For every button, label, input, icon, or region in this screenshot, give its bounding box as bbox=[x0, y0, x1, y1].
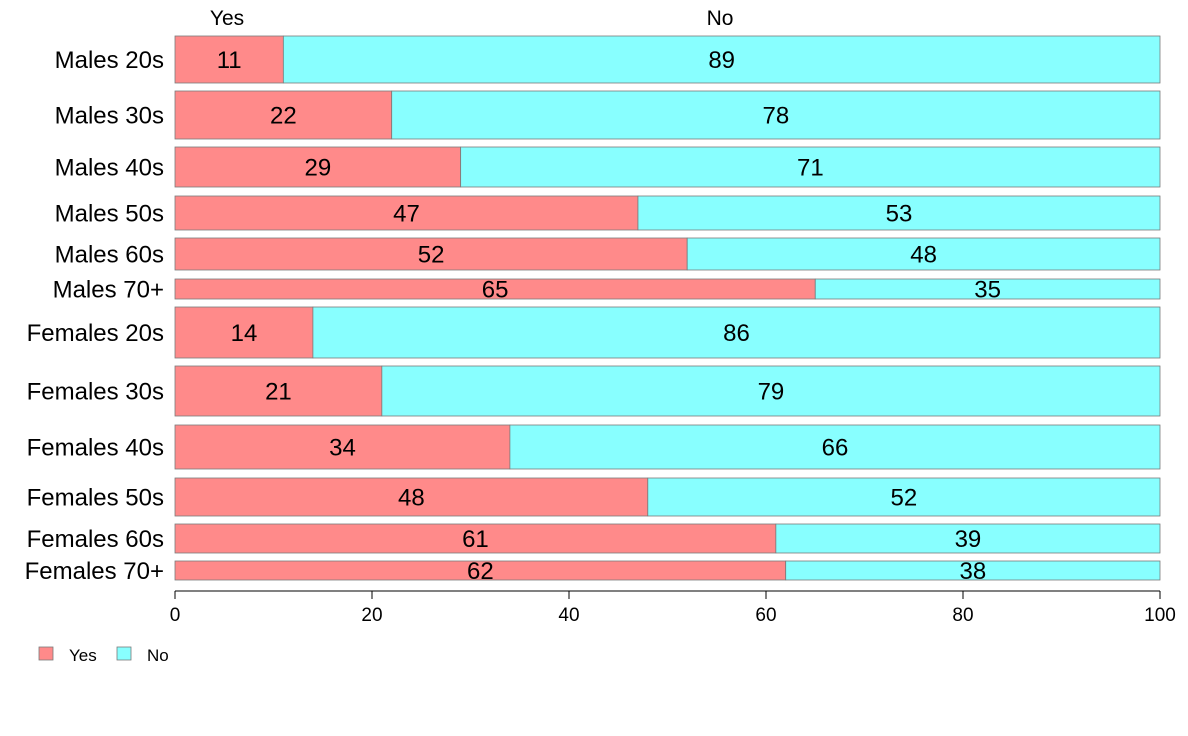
data-label-no-males-20s: 89 bbox=[708, 47, 735, 74]
legend-label-yes: Yes bbox=[69, 646, 97, 665]
x-tick-label-80: 80 bbox=[952, 605, 973, 626]
category-label-females-20s: Females 20s bbox=[27, 320, 164, 347]
data-label-yes-females-70plus: 62 bbox=[467, 558, 494, 585]
bar-no-males-60s bbox=[686, 237, 1161, 271]
x-tick-label-60: 60 bbox=[755, 605, 776, 626]
data-label-no-females-40s: 66 bbox=[822, 435, 849, 462]
bar-no-males-40s bbox=[460, 146, 1161, 188]
data-label-yes-males-40s: 29 bbox=[304, 155, 331, 182]
category-label-males-30s: Males 30s bbox=[55, 103, 164, 130]
data-label-no-females-70plus: 38 bbox=[959, 558, 986, 585]
category-label-males-40s: Males 40s bbox=[55, 155, 164, 182]
bar-yes-females-50s bbox=[174, 477, 649, 517]
category-label-females-40s: Females 40s bbox=[27, 435, 164, 462]
data-label-no-males-50s: 53 bbox=[886, 201, 913, 228]
x-tick-label-20: 20 bbox=[361, 605, 382, 626]
data-label-no-males-30s: 78 bbox=[762, 103, 789, 130]
bar-no-females-50s bbox=[647, 477, 1161, 517]
x-tick-label-0: 0 bbox=[170, 605, 181, 626]
bar-no-males-50s bbox=[637, 195, 1161, 231]
top-label-yes: Yes bbox=[210, 7, 244, 30]
bar-no-males-30s bbox=[391, 90, 1161, 140]
x-axis: 0 20 40 60 80 100 bbox=[170, 590, 1176, 626]
bar-no-females-40s bbox=[509, 424, 1161, 470]
bar-no-females-60s bbox=[775, 523, 1161, 554]
top-labels: Yes No bbox=[210, 7, 734, 30]
category-label-males-70plus: Males 70+ bbox=[53, 277, 164, 304]
data-label-no-males-60s: 48 bbox=[910, 242, 937, 269]
legend-swatch-yes bbox=[38, 646, 54, 661]
data-label-yes-females-30s: 21 bbox=[265, 379, 292, 406]
legend: Yes No bbox=[38, 646, 169, 665]
data-label-yes-males-50s: 47 bbox=[393, 201, 420, 228]
data-label-yes-males-70plus: 65 bbox=[482, 277, 509, 304]
category-label-males-60s: Males 60s bbox=[55, 242, 164, 269]
x-tick-label-40: 40 bbox=[558, 605, 579, 626]
category-label-females-30s: Females 30s bbox=[27, 379, 164, 406]
bar-yes-females-30s bbox=[174, 365, 383, 417]
category-label-females-60s: Females 60s bbox=[27, 526, 164, 553]
data-label-yes-males-30s: 22 bbox=[270, 103, 297, 130]
data-label-no-males-70plus: 35 bbox=[974, 277, 1001, 304]
data-label-no-females-20s: 86 bbox=[723, 320, 750, 347]
data-label-yes-females-60s: 61 bbox=[462, 526, 489, 553]
category-label-females-50s: Females 50s bbox=[27, 485, 164, 512]
data-label-yes-females-50s: 48 bbox=[398, 485, 425, 512]
bars-area: 11 89 22 78 29 71 47 53 52 48 65 35 14 86 21 79 34 66 48 52… bbox=[174, 35, 1161, 585]
bar-yes-females-20s bbox=[174, 306, 314, 359]
data-label-yes-females-40s: 34 bbox=[329, 435, 356, 462]
bar-no-females-30s bbox=[381, 365, 1161, 417]
data-label-no-females-60s: 39 bbox=[955, 526, 982, 553]
category-label-males-50s: Males 50s bbox=[55, 201, 164, 228]
category-labels: Males 20s Males 30s Males 40s Males 50s Male… bbox=[25, 47, 164, 585]
data-label-yes-males-20s: 11 bbox=[217, 47, 242, 74]
category-label-males-20s: Males 20s bbox=[55, 47, 164, 74]
top-label-no: No bbox=[707, 7, 734, 30]
bar-yes-males-60s bbox=[174, 237, 688, 271]
x-tick-label-100: 100 bbox=[1144, 605, 1176, 626]
bar-no-males-20s bbox=[282, 35, 1161, 84]
bar-yes-males-50s bbox=[174, 195, 639, 231]
data-label-no-females-30s: 79 bbox=[758, 379, 785, 406]
legend-swatch-no bbox=[116, 646, 132, 661]
bar-no-females-70plus bbox=[785, 560, 1161, 581]
bar-no-females-20s bbox=[312, 306, 1161, 359]
legend-label-no: No bbox=[147, 646, 169, 665]
data-label-no-females-50s: 52 bbox=[891, 485, 918, 512]
category-label-females-70plus: Females 70+ bbox=[25, 558, 164, 585]
bar-yes-males-20s bbox=[174, 35, 284, 84]
data-label-yes-males-60s: 52 bbox=[418, 242, 445, 269]
bar-no-males-70plus bbox=[814, 278, 1161, 300]
data-label-no-males-40s: 71 bbox=[797, 155, 824, 182]
bar-yes-males-30s bbox=[174, 90, 393, 140]
data-label-yes-females-20s: 14 bbox=[231, 320, 258, 347]
bar-yes-males-40s bbox=[174, 146, 462, 188]
